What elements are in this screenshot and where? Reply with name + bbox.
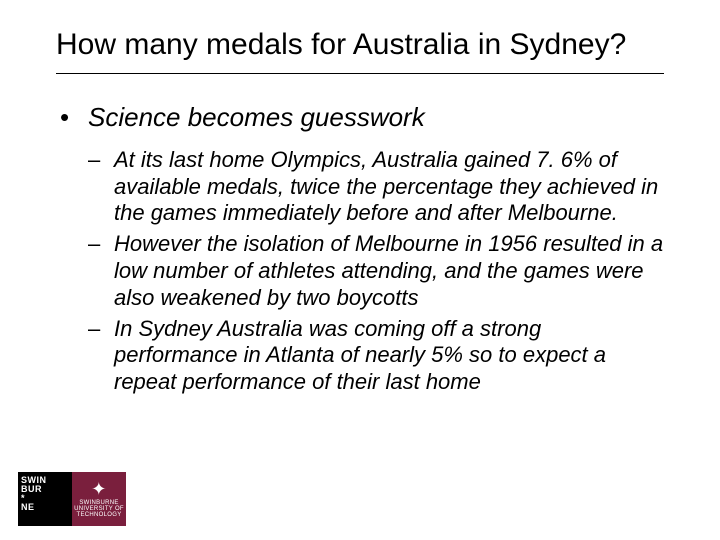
logo-left-panel: SWIN BUR * NE <box>18 472 72 526</box>
logo-subtext: TECHNOLOGY <box>76 512 121 518</box>
sub-bullet-text: However the isolation of Melbourne in 19… <box>114 231 663 310</box>
slide: How many medals for Australia in Sydney?… <box>0 0 720 540</box>
logo-text-line: BUR <box>21 485 69 494</box>
bullet-text: Science becomes guesswork <box>88 102 425 132</box>
logo-text-line: NE <box>21 503 69 512</box>
sub-bullet-item: At its last home Olympics, Australia gai… <box>88 147 664 227</box>
star-icon: ✦ <box>91 480 106 498</box>
title-underline <box>56 73 664 74</box>
slide-title: How many medals for Australia in Sydney? <box>56 28 664 63</box>
bullet-list-level2: At its last home Olympics, Australia gai… <box>88 147 664 396</box>
swinburne-logo: SWIN BUR * NE ✦ SWINBURNE UNIVERSITY OF … <box>18 472 126 526</box>
logo-right-panel: ✦ SWINBURNE UNIVERSITY OF TECHNOLOGY <box>72 472 126 526</box>
sub-bullet-text: At its last home Olympics, Australia gai… <box>114 147 658 226</box>
bullet-item: Science becomes guesswork At its last ho… <box>60 102 664 397</box>
bullet-list-level1: Science becomes guesswork At its last ho… <box>60 102 664 397</box>
sub-bullet-text: In Sydney Australia was coming off a str… <box>114 316 606 395</box>
sub-bullet-item: However the isolation of Melbourne in 19… <box>88 231 664 311</box>
sub-bullet-item: In Sydney Australia was coming off a str… <box>88 316 664 396</box>
body-area: Science becomes guesswork At its last ho… <box>56 102 664 397</box>
